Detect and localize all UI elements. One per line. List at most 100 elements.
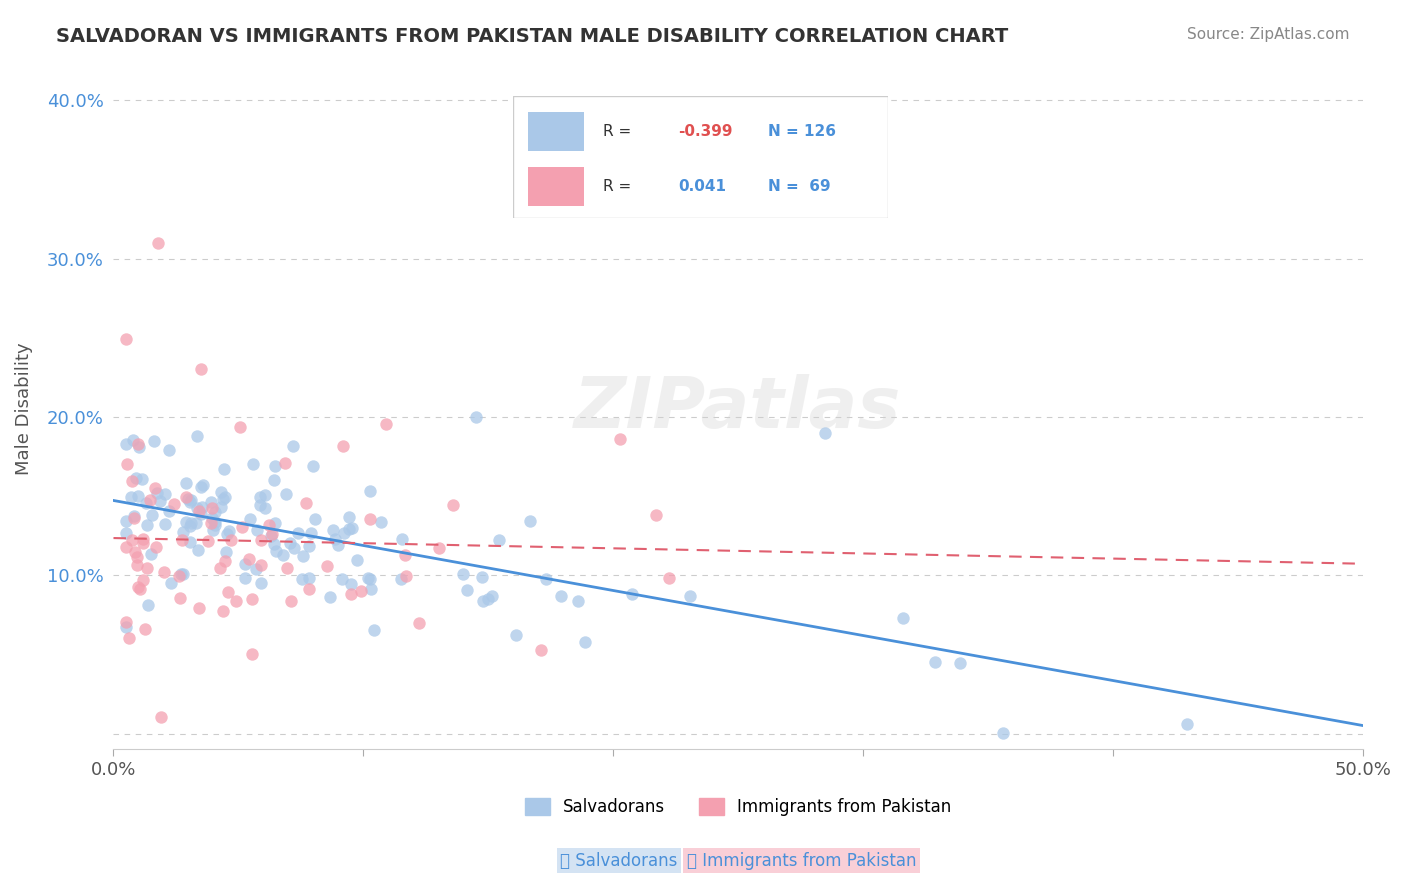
Point [550,589,572,603]
Point [567,594,589,608]
Point [129,582,152,596]
Point [179,535,201,549]
Point [170,533,193,547]
Point [249,558,271,572]
Point [245,562,267,576]
Point [179,495,201,509]
Point [115,457,138,471]
Point [138,492,160,507]
Point [122,509,145,524]
Point [323,532,346,546]
Point [924,655,946,669]
Point [322,524,344,538]
Point [139,547,162,561]
Point [262,527,284,541]
Point [120,490,142,504]
Point [254,500,277,515]
Point [949,656,972,670]
Point [127,549,149,564]
Point [257,517,280,532]
Point [263,536,285,550]
Point [125,471,148,485]
Point [242,592,264,607]
Point [337,522,360,536]
Point [574,634,596,648]
Point [170,566,193,581]
Point [298,582,321,596]
Point [135,518,157,533]
Point [658,571,681,585]
Point [150,710,173,724]
Point [115,540,138,554]
Point [201,511,224,525]
Point [340,586,363,600]
Point [471,570,494,584]
Point [190,362,212,376]
Point [283,541,305,555]
Point [359,512,381,526]
Point [291,572,314,586]
Point [340,576,363,591]
Point [350,583,373,598]
Point [157,442,180,457]
Point [375,417,398,431]
Point [153,516,176,531]
Point [814,425,837,440]
Point [441,498,464,512]
Point [481,589,503,603]
Point [332,439,354,453]
Point [391,533,413,547]
Point [249,575,271,590]
Legend: Salvadorans, Immigrants from Pakistan: Salvadorans, Immigrants from Pakistan [519,791,957,822]
Point [127,489,149,503]
Point [214,490,236,504]
Point [169,568,191,582]
Point [240,648,263,662]
Point [264,544,287,558]
Point [115,615,138,629]
Point [211,604,233,618]
Point [464,409,486,424]
Point [131,472,153,486]
Point [141,508,163,522]
Point [233,571,256,585]
Point [214,462,236,476]
Point [326,538,349,552]
Point [127,581,149,595]
Point [115,331,138,345]
Point [304,512,326,526]
Point [471,594,494,608]
Point [132,573,155,587]
Point [340,521,363,535]
Point [280,593,302,607]
Point [127,558,149,573]
Point [891,610,914,624]
Point [172,567,194,582]
Point [278,536,301,550]
Point [218,524,240,538]
Point [145,486,167,500]
Text: ZIPatlas: ZIPatlas [574,375,901,443]
Point [356,570,378,584]
Point [242,457,264,471]
Point [142,434,165,449]
Point [219,533,242,547]
Point [264,516,287,530]
Point [359,572,381,586]
Point [238,512,260,526]
Point [169,591,191,605]
Point [187,543,209,558]
Point [260,529,283,543]
Text: Source: ZipAtlas.com: Source: ZipAtlas.com [1187,27,1350,42]
Point [118,631,141,645]
Point [177,491,200,506]
Point [186,429,208,443]
Point [330,572,353,586]
Text: SALVADORAN VS IMMIGRANTS FROM PAKISTAN MALE DISABILITY CORRELATION CHART: SALVADORAN VS IMMIGRANTS FROM PAKISTAN M… [56,27,1008,45]
Point [197,534,219,549]
Point [149,494,172,508]
Point [136,561,159,575]
Point [301,458,323,473]
Point [287,526,309,541]
Point [174,515,197,529]
